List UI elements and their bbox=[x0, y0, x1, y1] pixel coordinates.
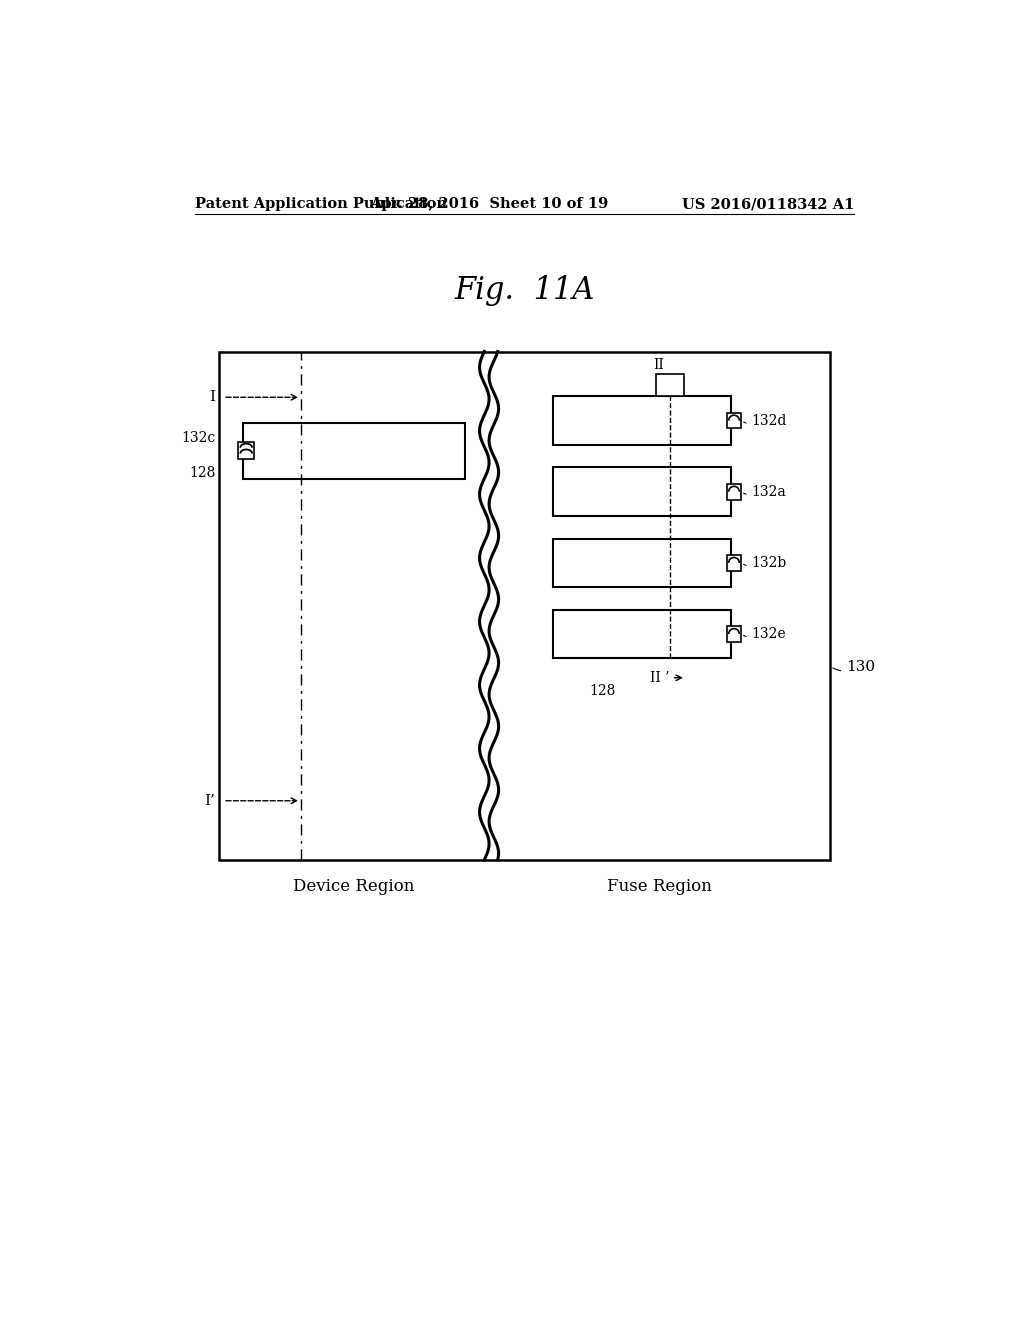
Text: II: II bbox=[653, 358, 664, 372]
Text: Fuse Region: Fuse Region bbox=[607, 878, 712, 895]
Bar bbox=[656, 374, 684, 396]
Bar bbox=[553, 396, 731, 445]
Bar bbox=[727, 413, 741, 429]
Bar bbox=[219, 351, 830, 859]
Text: 132b: 132b bbox=[743, 556, 786, 570]
Text: US 2016/0118342 A1: US 2016/0118342 A1 bbox=[682, 197, 854, 211]
Text: 132e: 132e bbox=[743, 627, 786, 642]
Text: 132a: 132a bbox=[743, 484, 786, 499]
Bar bbox=[727, 484, 741, 499]
Bar bbox=[553, 610, 731, 659]
Bar bbox=[727, 626, 741, 642]
Text: Device Region: Device Region bbox=[294, 878, 415, 895]
Text: 132d: 132d bbox=[743, 413, 786, 428]
Bar bbox=[553, 467, 731, 516]
Text: I: I bbox=[209, 391, 215, 404]
Text: I’: I’ bbox=[205, 793, 215, 808]
Bar bbox=[239, 442, 254, 459]
Bar bbox=[243, 422, 465, 479]
Text: Fig.  11A: Fig. 11A bbox=[455, 276, 595, 306]
Text: 132c: 132c bbox=[181, 432, 215, 445]
Text: Apr. 28, 2016  Sheet 10 of 19: Apr. 28, 2016 Sheet 10 of 19 bbox=[370, 197, 608, 211]
Bar bbox=[727, 556, 741, 570]
Text: Patent Application Publication: Patent Application Publication bbox=[196, 197, 447, 211]
Text: 128: 128 bbox=[188, 466, 215, 480]
Text: 130: 130 bbox=[833, 660, 876, 673]
Text: 128: 128 bbox=[590, 684, 615, 698]
Bar bbox=[553, 539, 731, 587]
Text: II ’: II ’ bbox=[650, 671, 670, 685]
